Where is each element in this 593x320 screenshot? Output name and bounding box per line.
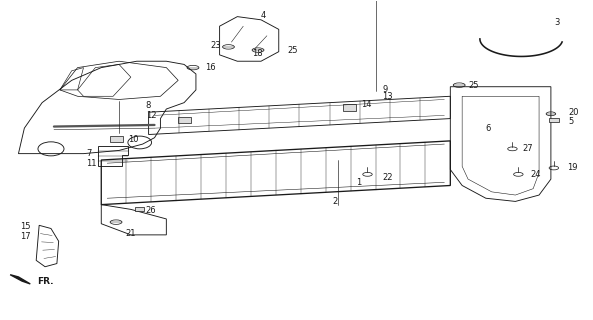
Text: 3: 3 xyxy=(554,19,559,28)
Text: 18: 18 xyxy=(252,49,263,58)
Text: 5: 5 xyxy=(569,117,574,126)
Text: 1: 1 xyxy=(356,178,361,187)
Text: 25: 25 xyxy=(288,45,298,55)
Text: 25: 25 xyxy=(468,81,479,90)
Text: 26: 26 xyxy=(146,206,157,215)
Text: 2: 2 xyxy=(332,197,337,206)
Text: 8: 8 xyxy=(146,101,151,110)
Text: 9: 9 xyxy=(382,85,388,94)
Bar xyxy=(177,117,190,123)
Text: 14: 14 xyxy=(362,100,372,109)
Bar xyxy=(549,118,559,123)
Text: 11: 11 xyxy=(87,159,97,168)
Bar xyxy=(135,207,145,212)
Text: 23: 23 xyxy=(211,41,221,50)
Text: 12: 12 xyxy=(146,111,156,120)
Text: 16: 16 xyxy=(205,63,215,72)
Text: 17: 17 xyxy=(20,232,30,241)
Text: 15: 15 xyxy=(20,222,30,231)
Text: 21: 21 xyxy=(125,229,135,238)
Bar xyxy=(110,136,123,142)
Text: 19: 19 xyxy=(567,164,578,172)
Text: 10: 10 xyxy=(128,135,138,144)
Text: 7: 7 xyxy=(87,149,92,158)
Text: 22: 22 xyxy=(382,173,393,182)
Text: 4: 4 xyxy=(261,11,266,20)
Bar xyxy=(343,104,356,111)
Text: 27: 27 xyxy=(522,144,533,153)
Text: 13: 13 xyxy=(382,92,393,101)
Text: FR.: FR. xyxy=(37,277,54,286)
Text: 24: 24 xyxy=(530,170,541,179)
Text: 20: 20 xyxy=(569,108,579,117)
Text: 6: 6 xyxy=(486,124,491,132)
Polygon shape xyxy=(10,275,30,284)
